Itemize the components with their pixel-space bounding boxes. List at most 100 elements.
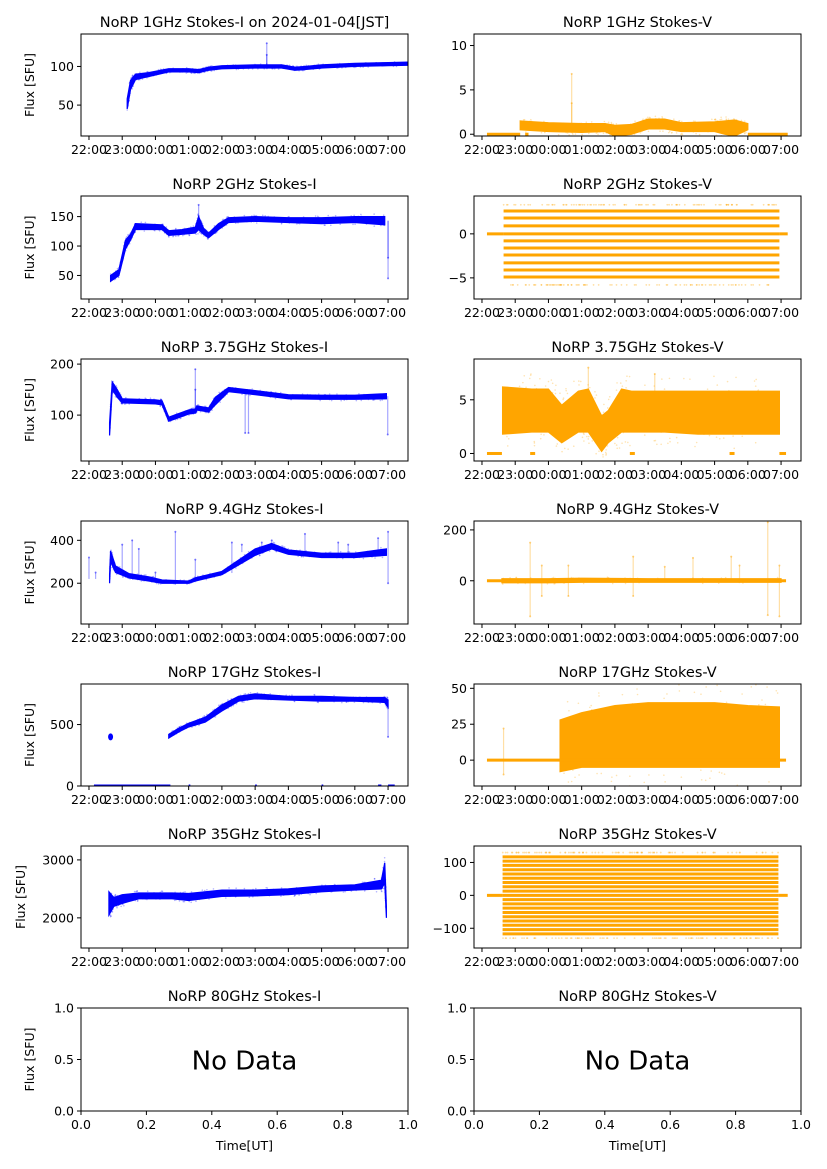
data-point [332, 216, 334, 218]
data-point [582, 851, 584, 854]
x-tick-label: 0.2 [529, 1117, 549, 1132]
data-point [443, 64, 445, 66]
data-point [206, 236, 209, 239]
data-point [131, 74, 134, 77]
data-point [546, 582, 549, 585]
data-point [188, 414, 190, 416]
data-point [667, 131, 670, 134]
y-tick-label: 0.5 [447, 1052, 467, 1067]
data-point [380, 890, 383, 893]
data-point [198, 898, 201, 901]
y-tick-label: 200 [50, 576, 74, 591]
data-point [718, 771, 721, 774]
data-point [353, 701, 356, 703]
data-point [183, 233, 185, 236]
data-point [507, 437, 510, 440]
data-point [336, 393, 338, 395]
series-band [108, 542, 387, 584]
data-point [568, 851, 570, 854]
y-tick-label: 0 [459, 888, 467, 903]
data-point [227, 566, 229, 568]
data-point [330, 399, 333, 402]
data-point [565, 203, 568, 206]
data-point [110, 562, 112, 565]
data-point [319, 399, 322, 402]
x-tick-label: 01:00 [171, 630, 207, 645]
data-point [354, 66, 356, 69]
data-point [743, 131, 746, 134]
data-point [328, 398, 331, 401]
data-point [140, 221, 143, 224]
x-tick-label: 05:00 [304, 954, 340, 969]
data-point [321, 884, 323, 886]
data-point [318, 67, 321, 70]
data-point [762, 203, 765, 206]
chart-80ghz-i: NoRP 80GHz Stokes-I0.00.51.00.0 0.2 0.4 0.6… [22, 989, 418, 1153]
data-point [591, 440, 594, 442]
data-point [699, 937, 702, 940]
data-point [659, 937, 662, 940]
data-point [231, 64, 234, 67]
data-point [189, 71, 192, 73]
data-point [696, 203, 698, 206]
data-point [592, 937, 595, 940]
data-point [112, 908, 114, 910]
x-tick-label: 22:00 [71, 630, 107, 645]
data-point [525, 386, 527, 389]
data-point [724, 576, 727, 579]
data-point [579, 122, 581, 125]
data-point [127, 104, 130, 106]
data-point [206, 713, 208, 716]
data-point [717, 681, 719, 683]
data-point [329, 551, 332, 553]
data-point [583, 440, 585, 442]
data-point [725, 203, 728, 206]
data-point [170, 731, 173, 733]
data-point [181, 71, 184, 73]
data-point [134, 73, 136, 75]
x-tick-label: 22:00 [464, 305, 500, 320]
data-point [632, 555, 635, 558]
data-point [251, 388, 254, 390]
data-point [647, 128, 649, 131]
data-point [110, 549, 112, 552]
x-tick-label: 03:00 [237, 954, 273, 969]
data-point [572, 769, 574, 771]
data-point [179, 579, 182, 581]
data-point [220, 703, 223, 706]
data-point [280, 222, 283, 224]
data-point [663, 937, 666, 940]
data-point [563, 772, 565, 775]
data-point [181, 580, 184, 582]
x-tick-label: 22:00 [71, 954, 107, 969]
data-point [109, 550, 112, 553]
data-point [705, 686, 707, 688]
plot-area [486, 681, 787, 786]
data-point [738, 851, 741, 854]
data-point [602, 132, 605, 135]
x-tick-label: 00:00 [530, 954, 566, 969]
data-point [645, 284, 648, 286]
data-point [524, 284, 527, 286]
data-point [108, 567, 111, 570]
chart-title: NoRP 1GHz Stokes-I on 2024-01-04[JST] [100, 15, 390, 31]
data-point [341, 67, 343, 69]
data-point [342, 891, 345, 893]
data-point [615, 389, 618, 391]
data-point [135, 890, 137, 893]
data-point [711, 118, 713, 121]
data-point [176, 418, 179, 421]
data-point [528, 377, 531, 380]
data-point [155, 898, 157, 900]
data-point [722, 437, 725, 439]
data-point [701, 284, 704, 286]
data-point [745, 937, 748, 940]
data-point [190, 72, 192, 74]
data-point [173, 734, 175, 736]
data-point [655, 937, 658, 940]
data-point [597, 133, 599, 136]
data-point [517, 582, 519, 585]
data-point [165, 414, 168, 416]
data-point [324, 224, 326, 227]
data-point [336, 63, 339, 65]
